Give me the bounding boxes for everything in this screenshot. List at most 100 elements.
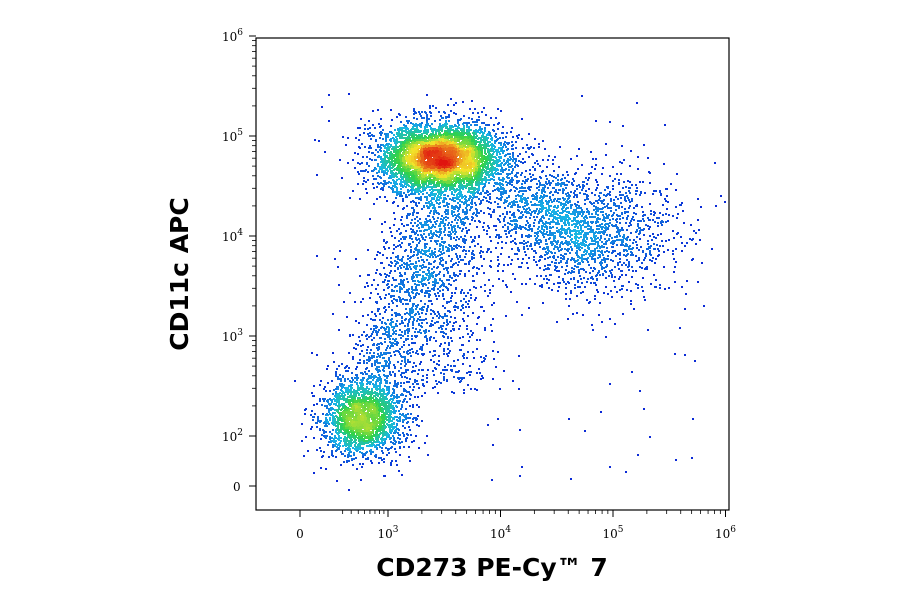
event-dot	[389, 163, 391, 165]
event-dot	[487, 145, 489, 147]
event-dot	[475, 204, 477, 206]
event-dot	[488, 182, 490, 184]
event-dot	[448, 157, 450, 159]
event-dot	[476, 119, 478, 121]
event-dot	[471, 180, 473, 182]
event-dot	[406, 144, 408, 146]
event-dot	[378, 123, 380, 125]
event-dot	[411, 142, 413, 144]
event-dot	[390, 140, 392, 142]
event-dot	[404, 183, 406, 185]
event-dot	[459, 132, 461, 134]
event-dot	[466, 124, 468, 126]
event-dot	[490, 148, 492, 150]
event-dot	[369, 135, 371, 137]
event-dot	[371, 170, 373, 172]
event-dot	[468, 129, 470, 131]
event-dot	[446, 132, 448, 134]
event-dot	[390, 158, 392, 160]
event-dot	[400, 182, 402, 184]
event-dot	[394, 129, 396, 131]
event-dot	[442, 148, 444, 150]
event-dot	[502, 137, 504, 139]
event-dot	[390, 187, 392, 189]
event-dot	[444, 188, 446, 190]
event-dot	[387, 134, 389, 136]
event-dot	[440, 187, 442, 189]
event-dot	[444, 142, 446, 144]
event-dot	[491, 146, 493, 148]
event-dot	[399, 133, 401, 135]
event-dot	[439, 123, 441, 125]
event-dot	[401, 184, 403, 186]
event-dot	[452, 161, 454, 163]
event-dot	[453, 112, 455, 114]
event-dot	[475, 132, 477, 134]
event-dot	[495, 157, 497, 159]
event-dot	[372, 124, 374, 126]
event-dot	[402, 137, 404, 139]
event-dot	[394, 150, 396, 152]
event-dot	[425, 132, 427, 134]
event-dot	[402, 142, 404, 144]
event-dot	[398, 178, 400, 180]
event-dot	[442, 168, 444, 170]
event-dot	[431, 188, 433, 190]
event-dot	[376, 186, 378, 188]
event-dot	[360, 118, 362, 120]
event-dot	[391, 154, 393, 156]
event-dot	[434, 147, 436, 149]
event-dot	[388, 147, 390, 149]
event-dot	[407, 128, 409, 130]
event-dot	[419, 134, 421, 136]
event-dot	[399, 135, 401, 137]
event-dot	[457, 202, 459, 204]
event-dot	[367, 171, 369, 173]
event-dot	[363, 177, 365, 179]
event-dot	[366, 192, 368, 194]
event-dot	[393, 134, 395, 136]
event-dot	[451, 133, 453, 135]
event-dot	[490, 173, 492, 175]
event-dot	[402, 157, 404, 159]
event-dot	[412, 189, 414, 191]
event-dot	[459, 188, 461, 190]
event-dot	[443, 133, 445, 135]
event-dot	[457, 143, 459, 145]
event-dot	[376, 198, 378, 200]
event-dot	[380, 144, 382, 146]
event-dot	[417, 146, 419, 148]
event-dot	[417, 124, 419, 126]
event-dot	[397, 135, 399, 137]
event-dot	[406, 148, 408, 150]
event-dot	[380, 134, 382, 136]
event-dot	[416, 167, 418, 169]
event-dot	[471, 176, 473, 178]
event-dot	[398, 141, 400, 143]
event-dot	[429, 189, 431, 191]
event-dot	[383, 174, 385, 176]
event-dot	[484, 176, 486, 178]
event-dot	[355, 137, 357, 139]
event-dot	[377, 146, 379, 148]
event-dot	[422, 143, 424, 145]
event-dot	[476, 188, 478, 190]
event-dot	[473, 158, 475, 160]
event-dot	[360, 170, 362, 172]
event-dot	[357, 183, 359, 185]
event-dot	[407, 165, 409, 167]
event-dot	[491, 137, 493, 139]
event-dot	[455, 156, 457, 158]
event-dot	[489, 141, 491, 143]
event-dot	[401, 195, 403, 197]
event-dot	[447, 145, 449, 147]
event-dot	[394, 173, 396, 175]
event-dot	[453, 208, 455, 210]
dots-layer	[294, 93, 726, 491]
event-dot	[489, 134, 491, 136]
event-dot	[417, 153, 419, 155]
event-dot	[478, 119, 480, 121]
event-dot	[430, 145, 432, 147]
event-dot	[415, 125, 417, 127]
event-dot	[375, 178, 377, 180]
